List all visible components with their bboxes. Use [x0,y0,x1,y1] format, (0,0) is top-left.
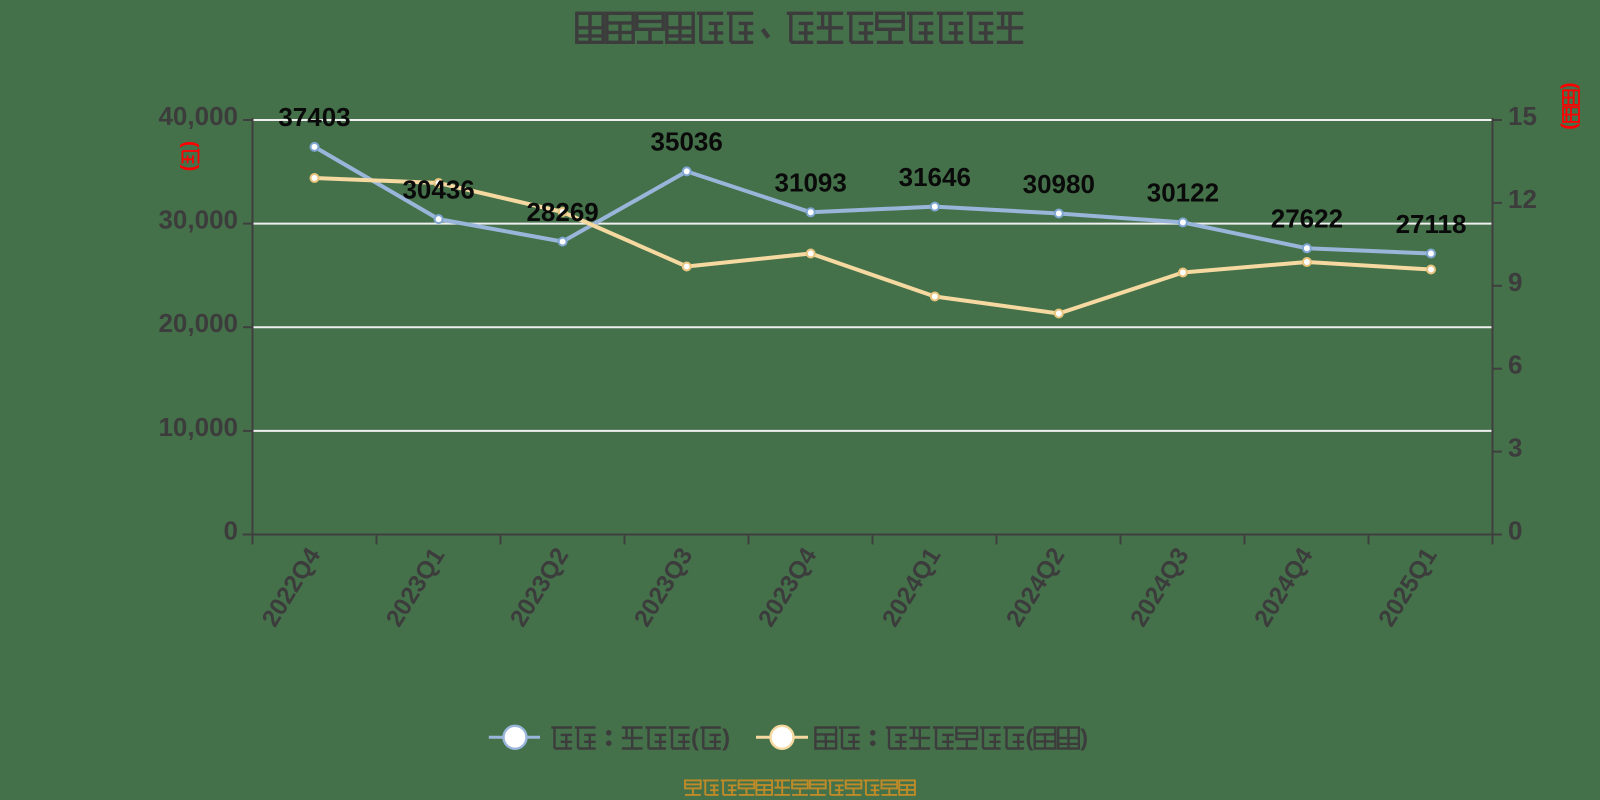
svg-text:30980: 30980 [1023,169,1095,199]
svg-text:40,000: 40,000 [158,101,238,131]
svg-text:(: ( [1560,83,1582,90]
svg-text:12: 12 [1508,184,1537,214]
svg-text:30436: 30436 [402,174,474,204]
svg-text:6: 6 [1508,350,1522,380]
svg-text:30,000: 30,000 [158,205,238,235]
svg-text:): ) [1560,123,1582,130]
svg-text:37403: 37403 [278,102,350,132]
svg-text:): ) [722,725,730,751]
svg-text:3: 3 [1508,433,1522,463]
svg-text:31646: 31646 [899,162,971,192]
svg-text:10,000: 10,000 [158,412,238,442]
svg-text:35036: 35036 [651,127,723,157]
svg-text:27622: 27622 [1271,204,1343,234]
svg-text:(: ( [1026,725,1034,751]
svg-text:0: 0 [224,516,238,546]
svg-text:27118: 27118 [1396,209,1467,239]
svg-text:31093: 31093 [775,168,847,198]
svg-text:20,000: 20,000 [158,308,238,338]
svg-text:): ) [1080,725,1088,751]
svg-text:9: 9 [1508,267,1522,297]
svg-text:(: ( [179,141,201,148]
svg-text:15: 15 [1508,101,1537,131]
svg-text:28269: 28269 [526,197,598,227]
svg-text:): ) [179,165,201,172]
svg-text:30122: 30122 [1147,178,1219,208]
svg-text:(: ( [691,725,699,751]
svg-text:0: 0 [1508,516,1522,546]
